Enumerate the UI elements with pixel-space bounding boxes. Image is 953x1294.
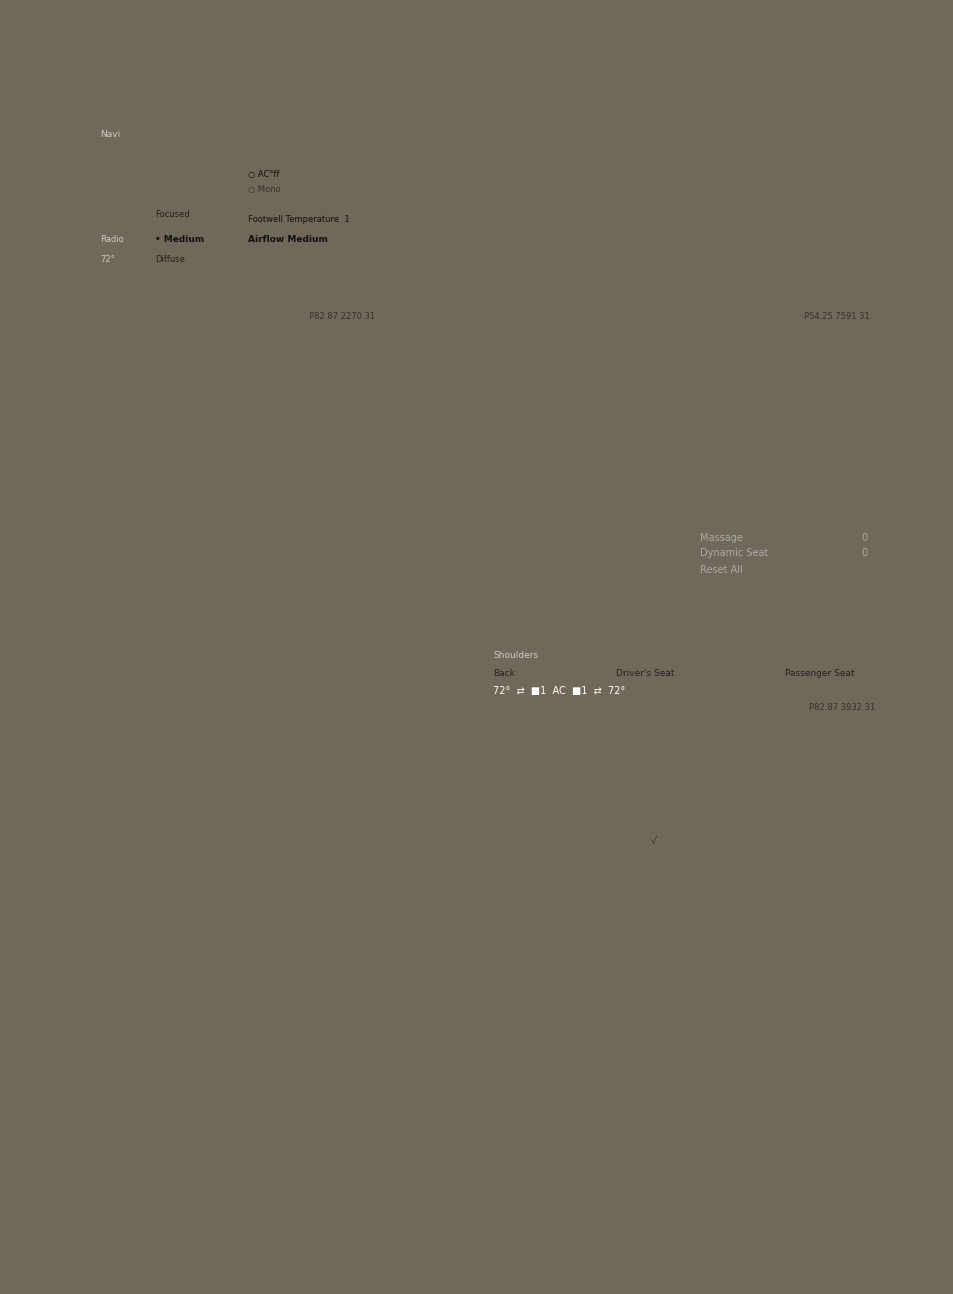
Text: You must first select the seat for which you: You must first select the seat for which…: [85, 745, 340, 758]
Text: ►: ►: [100, 338, 109, 348]
Text: Back: Back: [493, 669, 515, 678]
Text: ○ AC°ff: ○ AC°ff: [248, 170, 279, 179]
FancyBboxPatch shape: [87, 265, 150, 290]
Text: Navi: Navi: [100, 129, 120, 138]
FancyBboxPatch shape: [85, 0, 467, 453]
Text: ►: ►: [510, 719, 518, 730]
Text: Focused: Focused: [154, 210, 190, 219]
Text: Diffuse: Diffuse: [154, 255, 185, 264]
Text: Drive-dynamic multicontour seats: Drive-dynamic multicontour seats: [98, 644, 299, 659]
Text: Footwell Temperature  1: Footwell Temperature 1: [248, 215, 349, 224]
Text: The components and operating principles: The components and operating principles: [112, 490, 358, 503]
Text: Radio: Radio: [100, 236, 124, 245]
Text: ⚠: ⚠: [98, 466, 110, 479]
Text: Press ◎.: Press ◎.: [299, 373, 352, 386]
Text: d2ureepe,: d2ureepe,: [75, 35, 121, 44]
Text: (▷ page 199): (▷ page 199): [98, 660, 175, 673]
FancyBboxPatch shape: [85, 0, 467, 682]
Text: Passenger Seat: Passenger Seat: [784, 669, 854, 678]
Text: The following seat adjustments can be made: The following seat adjustments can be ma…: [85, 525, 351, 538]
FancyBboxPatch shape: [488, 0, 879, 678]
Text: or: or: [488, 851, 499, 864]
Text: Confirming selection:: Confirming selection:: [524, 756, 666, 769]
Text: 72°  ⇄  ■1  AC  ■1  ⇄  72°: 72° ⇄ ■1 AC ■1 ⇄ 72°: [493, 686, 624, 696]
Text: 198: 198: [60, 63, 91, 79]
Text: COMAND seats: COMAND seats: [115, 62, 265, 80]
Text: Shoulders: Shoulders: [493, 651, 537, 660]
Text: would like to make adjustments.: would like to make adjustments.: [85, 760, 277, 773]
Text: Telephone: Telephone: [578, 509, 623, 518]
Text: ↕1○↕3.: ↕1○↕3.: [524, 736, 573, 749]
Text: • Medium: • Medium: [154, 236, 204, 245]
Text: READY ■□□□ ⏏: READY ■□□□ ⏏: [824, 494, 890, 503]
Text: Slide ↑○↓.: Slide ↑○↓.: [524, 393, 591, 406]
FancyBboxPatch shape: [85, 0, 467, 477]
Text: COMAND seats: COMAND seats: [100, 419, 204, 432]
Text: P54.25 7591 31: P54.25 7591 31: [803, 312, 869, 321]
Text: Massage: Massage: [700, 533, 742, 543]
FancyBboxPatch shape: [87, 100, 150, 320]
Text: Airflow Medium: Airflow Medium: [248, 236, 328, 245]
FancyBboxPatch shape: [627, 76, 752, 185]
Text: Confirming selection:: Confirming selection:: [115, 373, 257, 386]
Circle shape: [89, 487, 106, 510]
Text: Vehicle: Vehicle: [689, 509, 721, 518]
Text: Driver's Seat: Driver's Seat: [615, 669, 674, 678]
FancyBboxPatch shape: [488, 100, 879, 320]
Text: 2009-05-15T11:47:50+02:00 - Seite 198: 2009-05-15T11:47:50+02:00 - Seite 198: [479, 22, 662, 31]
Text: Switching to the bottom menu line:: Switching to the bottom menu line:: [524, 377, 760, 389]
FancyBboxPatch shape: [488, 0, 879, 502]
FancyBboxPatch shape: [488, 0, 879, 978]
Text: Press button: Press button: [524, 338, 598, 351]
Text: Operating seats via COMAND: Operating seats via COMAND: [100, 443, 304, 455]
FancyBboxPatch shape: [488, 0, 496, 978]
FancyBboxPatch shape: [488, 0, 879, 660]
Text: via COMAND:: via COMAND:: [85, 540, 164, 553]
Text: ►: ►: [510, 832, 518, 842]
Text: Press any shortcut button.: Press any shortcut button.: [524, 866, 680, 879]
Text: Version: 2.11.8.1: Version: 2.11.8.1: [479, 35, 556, 44]
Text: Control systems: Control systems: [40, 488, 53, 602]
Text: Selecting seat:: Selecting seat:: [524, 719, 624, 732]
Text: ○ Mono: ○ Mono: [248, 185, 280, 194]
Text: Select another main function from the main: Select another main function from the ma…: [524, 898, 784, 911]
FancyBboxPatch shape: [87, 100, 379, 320]
FancyBboxPatch shape: [85, 0, 467, 582]
FancyBboxPatch shape: [30, 52, 893, 91]
Text: ►: ►: [510, 756, 518, 766]
Text: Navi: Navi: [495, 509, 515, 518]
Text: Video: Video: [639, 509, 664, 518]
Text: ►: ►: [100, 373, 109, 383]
Text: Lumbar support (CL 550 4MATIC): Lumbar support (CL 550 4MATIC): [98, 603, 293, 616]
Text: Selecting a seat: Selecting a seat: [85, 722, 205, 735]
FancyBboxPatch shape: [488, 0, 879, 502]
Text: Audio: Audio: [535, 509, 560, 518]
Text: (CL 550 4MATIC only): (CL 550 4MATIC only): [488, 996, 614, 1009]
Text: Lumbar support: Lumbar support: [504, 967, 617, 980]
Text: Press button: Press button: [524, 832, 598, 845]
FancyBboxPatch shape: [85, 0, 467, 638]
Text: Slide ↑○↓ or rotate: Slide ↑○↓ or rotate: [280, 338, 401, 351]
Circle shape: [560, 30, 818, 379]
Text: P82.87 3932 31: P82.87 3932 31: [808, 703, 874, 712]
FancyBboxPatch shape: [30, 410, 63, 681]
FancyBboxPatch shape: [633, 330, 675, 349]
Text: Settings: Settings: [98, 569, 156, 584]
Text: Observe Safety notes, see page 264.: Observe Safety notes, see page 264.: [118, 466, 363, 479]
Text: P82.87 2270 31: P82.87 2270 31: [309, 312, 375, 321]
Text: ►: ►: [510, 377, 518, 386]
Text: The main area is active.: The main area is active.: [524, 356, 667, 369]
FancyBboxPatch shape: [85, 0, 467, 430]
Text: i: i: [95, 490, 99, 499]
Text: or: or: [488, 884, 499, 897]
Text: 216_AKB; 3; 90, en-US: 216_AKB; 3; 90, en-US: [75, 22, 175, 31]
FancyBboxPatch shape: [633, 823, 675, 842]
Text: (▷ page 198): (▷ page 198): [98, 619, 175, 631]
Text: menu line.: menu line.: [535, 914, 598, 927]
Text: Dynamic Seat: Dynamic Seat: [700, 547, 767, 558]
FancyBboxPatch shape: [488, 0, 879, 695]
Text: Changing air flow:: Changing air flow:: [115, 338, 236, 351]
Text: ►: ►: [510, 866, 518, 876]
Text: ►: ►: [510, 898, 518, 908]
